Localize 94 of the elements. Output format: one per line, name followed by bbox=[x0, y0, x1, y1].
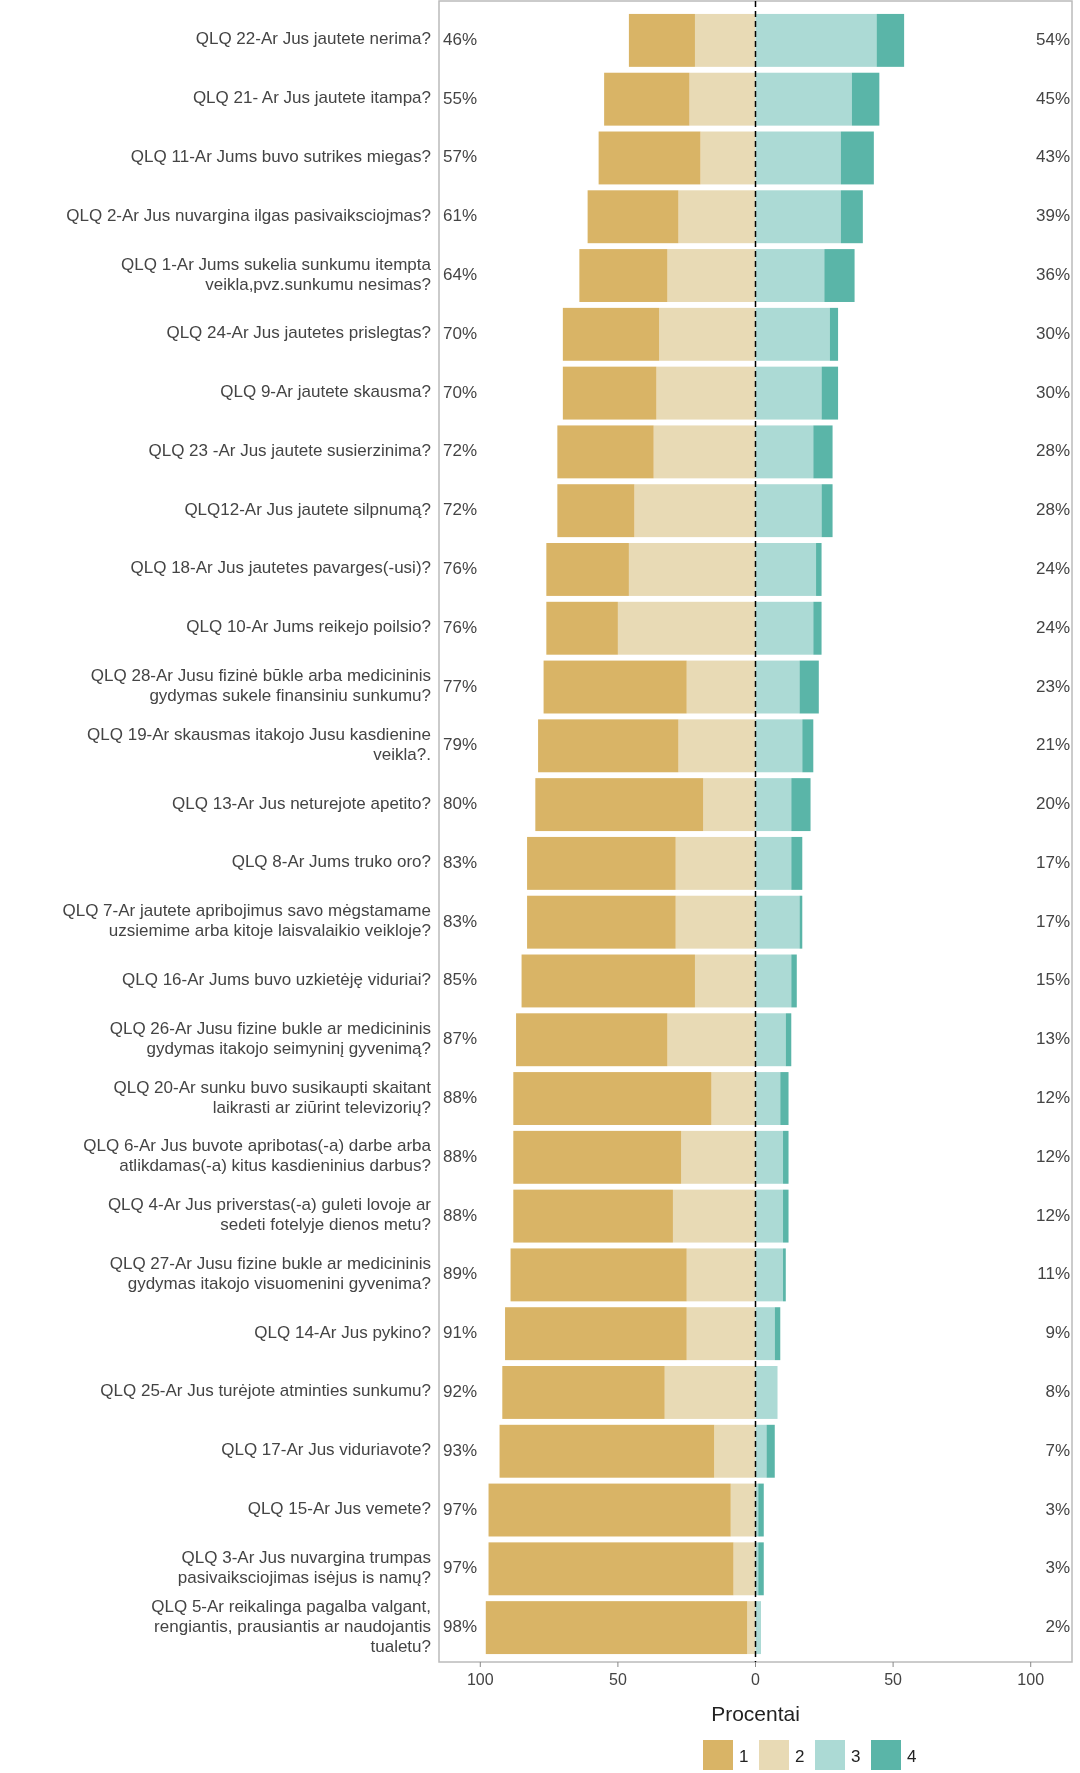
y-tick-label: QLQ 26-Ar Jusu fizine bukle ar medicininis gydymas itakojo seimyninį gyvenimą? bbox=[109, 1019, 431, 1059]
annotation: 17% bbox=[1035, 911, 1070, 931]
x-tick-label: 50 bbox=[884, 1671, 903, 1688]
x-tick-label: 100 bbox=[466, 1671, 494, 1688]
y-tick-label: QLQ 13-Ar Jus neturejote apetito? bbox=[172, 794, 431, 814]
legend-label: 3 bbox=[851, 1747, 861, 1766]
y-tick-label: QLQ 2-Ar Jus nuvargina ilgas pasivaiksciojmas? bbox=[66, 206, 431, 226]
y-tick-label: QLQ 22-Ar Jus jautete nerima? bbox=[195, 29, 431, 49]
annotation: 88% bbox=[443, 1146, 478, 1166]
y-tick-label: QLQ 3-Ar Jus nuvargina trumpas pasivaiksciojimas isėjus is namų? bbox=[177, 1548, 431, 1588]
annotation: 7% bbox=[1045, 1440, 1070, 1460]
y-tick-label: QLQ 27-Ar Jusu fizine bukle ar medicininis gydymas itakojo visuomenini gyvenima? bbox=[109, 1254, 431, 1294]
legend-label: 1 bbox=[739, 1747, 749, 1766]
y-tick-label: QLQ 17-Ar Jus viduriavote? bbox=[221, 1440, 431, 1460]
y-tick-label: QLQ 5-Ar reikalinga pagalba valgant, rengiantis, prausiantis ar naudojantis tualetu? bbox=[151, 1597, 431, 1657]
annotation: 9% bbox=[1045, 1323, 1070, 1343]
annotation: 76% bbox=[443, 558, 478, 578]
annotation: 72% bbox=[443, 500, 478, 520]
annotation: 55% bbox=[443, 88, 478, 108]
annotation: 12% bbox=[1035, 1146, 1070, 1166]
annotation: 20% bbox=[1035, 794, 1070, 814]
annotation: 88% bbox=[443, 1205, 478, 1225]
annotation: 76% bbox=[443, 617, 478, 637]
annotation: 13% bbox=[1035, 1029, 1070, 1049]
annotation: 54% bbox=[1035, 29, 1070, 49]
y-tick-label: QLQ 10-Ar Jums reikejo poilsio? bbox=[186, 617, 431, 637]
y-tick-label: QLQ 8-Ar Jums truko oro? bbox=[231, 852, 431, 872]
annotation: 61% bbox=[443, 206, 478, 226]
annotation: 79% bbox=[443, 735, 478, 755]
y-tick-label: QLQ 4-Ar Jus priverstas(-a) guleti lovoje ar sedeti fotelyje dienos metu? bbox=[107, 1195, 432, 1235]
x-tick-label: 50 bbox=[608, 1671, 627, 1688]
annotation: 97% bbox=[443, 1499, 478, 1519]
y-tick-label: QLQ 7-Ar jautete apribojimus savo mėgstamame uzsiemime arba kitoje laisvalaikio veikloje? bbox=[62, 901, 431, 941]
annotation: 92% bbox=[443, 1381, 478, 1401]
annotation: 83% bbox=[443, 911, 478, 931]
annotation: 77% bbox=[443, 676, 478, 696]
annotation: 87% bbox=[443, 1029, 478, 1049]
y-tick-label: QLQ 11-Ar Jums buvo sutrikes miegas? bbox=[130, 147, 431, 167]
y-tick-label: QLQ 18-Ar Jus jautetes pavarges(-usi)? bbox=[130, 558, 431, 578]
annotation: 15% bbox=[1035, 970, 1070, 990]
annotation: 24% bbox=[1035, 617, 1070, 637]
annotation: 17% bbox=[1035, 852, 1070, 872]
annotation: 93% bbox=[443, 1440, 478, 1460]
annotation: 98% bbox=[443, 1617, 478, 1637]
y-tick-label: QLQ 16-Ar Jums buvo uzkietėję viduriai? bbox=[122, 970, 431, 990]
y-tick-label: QLQ 24-Ar Jus jautetes prislegtas? bbox=[166, 323, 431, 343]
annotation: 21% bbox=[1035, 735, 1070, 755]
y-tick-label: QLQ 21- Ar Jus jautete itampa? bbox=[192, 88, 431, 108]
x-axis-title: Procentai bbox=[711, 1702, 800, 1725]
y-tick-label: QLQ 19-Ar skausmas itakojo Jusu kasdienine veikla?. bbox=[87, 725, 431, 765]
annotation: 24% bbox=[1035, 558, 1070, 578]
y-tick-label: QLQ12-Ar Jus jautete silpnumą? bbox=[184, 500, 431, 520]
y-tick-label: QLQ 25-Ar Jus turėjote atminties sunkumu? bbox=[100, 1381, 431, 1401]
annotation: 2% bbox=[1045, 1617, 1070, 1637]
y-tick-label: QLQ 15-Ar Jus vemete? bbox=[247, 1499, 431, 1519]
annotation: 70% bbox=[443, 323, 478, 343]
x-tick-label: 0 bbox=[751, 1671, 761, 1688]
annotation: 83% bbox=[443, 852, 478, 872]
annotation: 28% bbox=[1035, 441, 1070, 461]
annotation: 97% bbox=[443, 1558, 478, 1578]
annotation: 30% bbox=[1035, 323, 1070, 343]
annotation: 3% bbox=[1045, 1499, 1070, 1519]
annotation: 89% bbox=[443, 1264, 478, 1284]
annotation: 43% bbox=[1035, 147, 1070, 167]
annotation: 30% bbox=[1035, 382, 1070, 402]
annotation: 36% bbox=[1035, 265, 1070, 285]
annotation: 12% bbox=[1035, 1088, 1070, 1108]
annotation: 88% bbox=[443, 1088, 478, 1108]
annotation: 72% bbox=[443, 441, 478, 461]
annotation: 45% bbox=[1035, 88, 1070, 108]
legend-label: 4 bbox=[907, 1747, 917, 1766]
legend-label: 2 bbox=[795, 1747, 805, 1766]
annotation: 70% bbox=[443, 382, 478, 402]
annotation: 23% bbox=[1035, 676, 1070, 696]
y-tick-label: QLQ 23 -Ar Jus jautete susierzinima? bbox=[148, 441, 431, 461]
y-tick-label: QLQ 1-Ar Jums sukelia sunkumu itempta veikla,pvz.sunkumu nesimas? bbox=[121, 255, 432, 295]
annotation: 39% bbox=[1035, 206, 1070, 226]
y-tick-label: QLQ 6-Ar Jus buvote apribotas(-a) darbe arba atlikdamas(-a) kitus kasdieninius darbus? bbox=[83, 1136, 432, 1176]
annotation: 3% bbox=[1045, 1558, 1070, 1578]
annotation: 28% bbox=[1035, 500, 1070, 520]
annotation: 85% bbox=[443, 970, 478, 990]
y-tick-label: QLQ 14-Ar Jus pykino? bbox=[254, 1323, 431, 1343]
y-tick-label: QLQ 9-Ar jautete skausma? bbox=[220, 382, 431, 402]
annotation: 46% bbox=[443, 29, 478, 49]
annotation: 11% bbox=[1037, 1264, 1070, 1284]
y-tick-label: QLQ 20-Ar sunku buvo susikaupti skaitant laikrasti ar ziūrint televizorių? bbox=[113, 1078, 432, 1118]
annotation: 80% bbox=[443, 794, 478, 814]
annotation: 57% bbox=[443, 147, 478, 167]
annotation: 8% bbox=[1045, 1381, 1070, 1401]
annotation: 12% bbox=[1035, 1205, 1070, 1225]
annotation: 91% bbox=[443, 1323, 478, 1343]
y-tick-label: QLQ 28-Ar Jusu fizinė būkle arba medicininis gydymas sukele finansiniu sunkumu? bbox=[90, 666, 431, 706]
annotation: 64% bbox=[443, 265, 478, 285]
x-tick-label: 100 bbox=[1017, 1671, 1045, 1688]
